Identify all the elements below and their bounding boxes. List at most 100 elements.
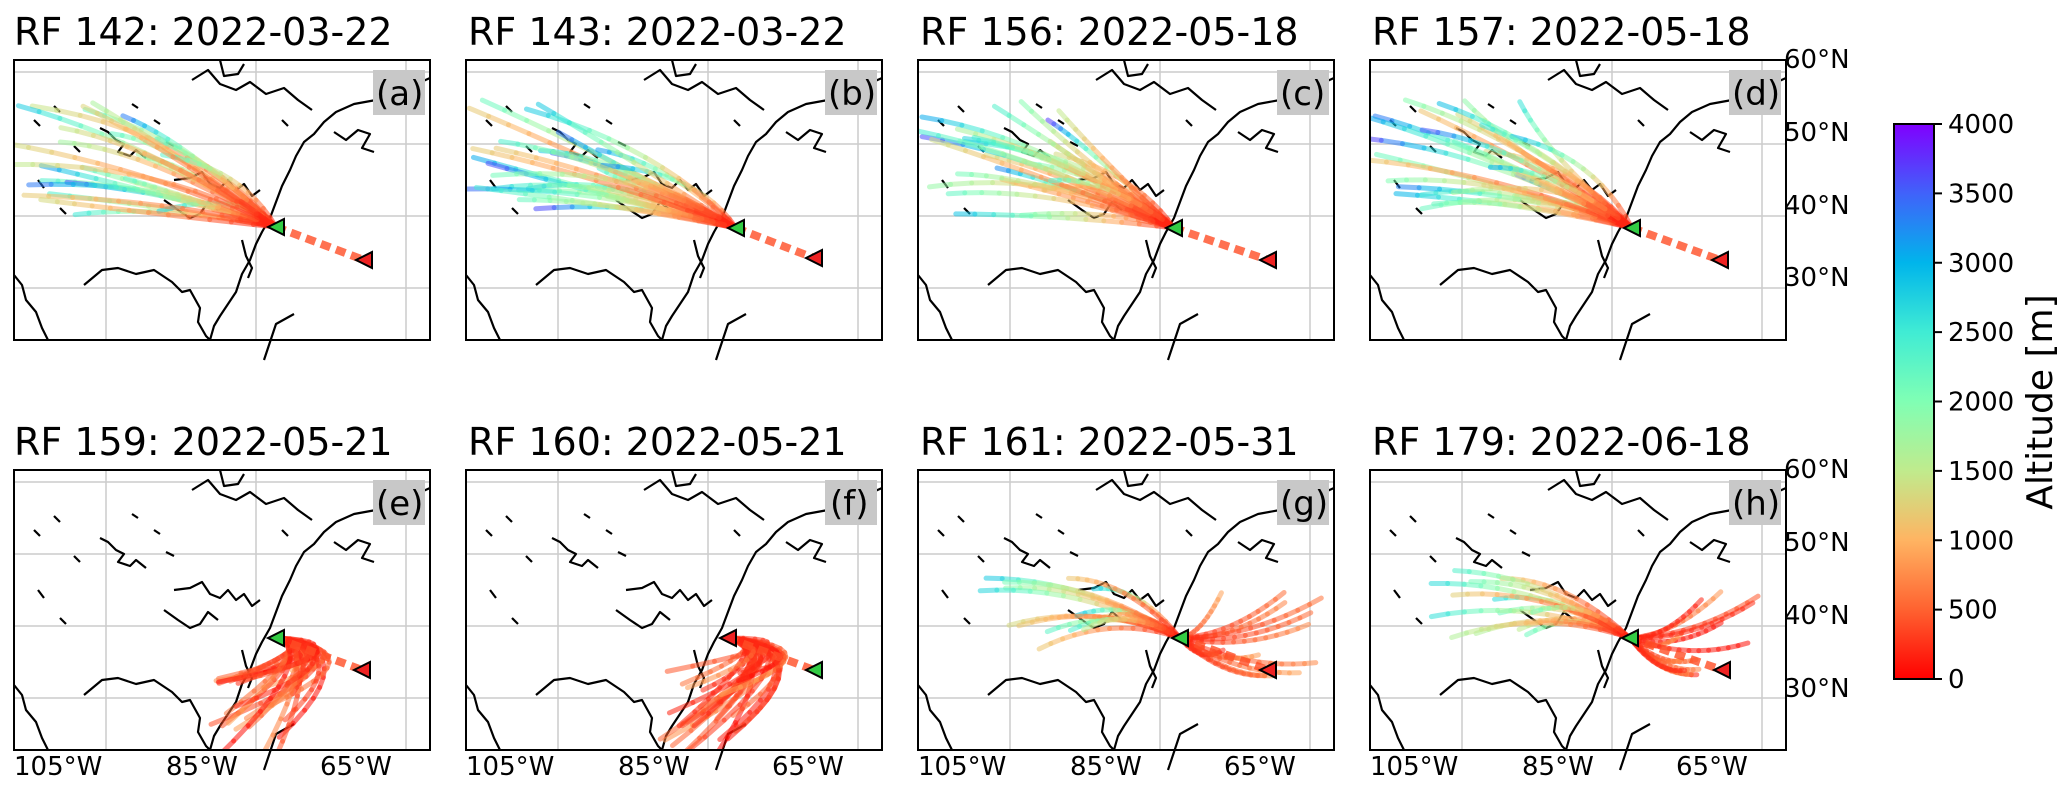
coastline <box>218 469 245 488</box>
coastline <box>1596 649 1610 689</box>
trajectory-segment <box>1422 177 1447 184</box>
trajectory-segment <box>479 97 508 113</box>
trajectory-segment <box>245 708 263 729</box>
trajectory-segment <box>1493 621 1514 629</box>
trajectory-segment <box>489 150 515 160</box>
trajectory-segment <box>177 144 196 159</box>
trajectory-group <box>918 99 1270 264</box>
trajectory-segment <box>54 199 77 207</box>
trajectory-segment <box>216 204 241 216</box>
trajectory-segment <box>1015 178 1038 187</box>
trajectory-segment <box>1402 97 1427 109</box>
trajectory-segment <box>171 182 198 194</box>
map-panel-f <box>465 469 883 771</box>
trajectory-segment <box>1080 190 1108 204</box>
trajectory-segment <box>566 183 592 190</box>
panel-letter-g-box: (g) <box>1277 480 1329 525</box>
trajectory-segment <box>1462 98 1477 113</box>
trajectory-segment <box>1574 209 1598 220</box>
trajectory-segment <box>1418 190 1439 198</box>
trajectory-segment <box>1395 184 1422 191</box>
trajectory-segment <box>551 204 575 211</box>
panel-letter-h-box: (h) <box>1729 480 1781 525</box>
coastline <box>1144 649 1158 689</box>
trajectory-segment <box>1458 118 1483 133</box>
lon-label-85-b: 85°W <box>618 752 690 782</box>
coastline <box>1122 59 1149 78</box>
coastline <box>785 128 827 154</box>
coastline <box>1035 513 1193 557</box>
coastline <box>1122 469 1149 488</box>
trajectory-segment <box>691 710 712 729</box>
trajectory-segment <box>171 171 196 185</box>
trajectory-segment <box>1516 196 1542 206</box>
panel-letter-d: (d) <box>1732 74 1780 114</box>
trajectory-segment <box>1067 623 1083 633</box>
coastline <box>1112 486 1335 751</box>
panel-letter-f-box: (f) <box>825 480 877 525</box>
trajectory-segment <box>1597 627 1618 636</box>
trajectory-segment <box>1018 99 1035 114</box>
trajectory-segment <box>1538 599 1559 609</box>
trajectory-segment <box>676 175 697 193</box>
trajectory-segment <box>1495 607 1517 614</box>
lat-label-50-bottom: 50°N <box>1784 528 1850 558</box>
trajectory-segment <box>999 576 1021 583</box>
trajectory-segment <box>192 188 219 202</box>
coastline <box>1564 486 1787 751</box>
coastline <box>1596 239 1610 279</box>
flight-track <box>1628 634 1724 674</box>
trajectory-segment <box>38 197 60 205</box>
trajectory-segment <box>939 118 965 128</box>
trajectory-segment <box>1467 138 1490 149</box>
map-background <box>466 470 882 750</box>
trajectory-segment <box>664 180 687 197</box>
trajectory-segment <box>1027 588 1050 596</box>
trajectory-segment <box>1536 166 1560 182</box>
coastline <box>1003 537 1051 569</box>
coastline <box>1439 266 1567 341</box>
trajectory-segment <box>532 145 556 155</box>
trajectory-segment <box>994 165 1011 174</box>
panel-letter-f: (f) <box>830 484 869 524</box>
coastline <box>1095 68 1217 111</box>
coastline <box>785 538 827 564</box>
trajectory-segment <box>948 180 975 187</box>
trajectory-segment <box>207 196 235 211</box>
trajectory-segment <box>977 587 1000 594</box>
trajectory-segment <box>1401 126 1429 139</box>
trajectory-segment <box>659 165 682 181</box>
trajectory-segment <box>103 167 132 177</box>
trajectory-segment <box>954 126 979 137</box>
coastline <box>1369 684 1405 751</box>
trajectory-segment <box>606 187 632 197</box>
panel-title-h: RF 179: 2022-06-18 <box>1372 420 1751 464</box>
trajectory-segment <box>72 155 101 166</box>
map-panel-d <box>1369 59 1787 361</box>
trajectory-segment <box>1441 178 1467 185</box>
trajectory-segment <box>1036 641 1054 652</box>
trajectory-segment <box>207 217 234 225</box>
trajectory-segment <box>1307 595 1324 607</box>
lon-label-65-b: 65°W <box>772 752 844 782</box>
coastline <box>1547 68 1669 111</box>
trajectory-segment <box>180 206 206 215</box>
trajectory-segment <box>219 212 244 222</box>
coastline <box>163 609 219 630</box>
trajectory-segment <box>1089 592 1110 603</box>
end-marker-icon <box>353 250 373 270</box>
end-marker-icon <box>1257 660 1277 680</box>
trajectory-segment <box>1445 137 1471 151</box>
trajectory-segment <box>200 209 225 218</box>
trajectory-segment <box>1032 165 1053 176</box>
trajectory-segment <box>1744 593 1761 606</box>
trajectory-segment <box>607 167 633 181</box>
trajectory-segment <box>1399 141 1427 151</box>
trajectory-segment <box>1536 207 1561 216</box>
panel-title-b: RF 143: 2022-03-22 <box>468 10 847 54</box>
trajectory-segment <box>1129 212 1156 224</box>
trajectory-segment <box>225 707 245 726</box>
panel-title-f: RF 160: 2022-05-21 <box>468 420 847 464</box>
trajectory-segment <box>103 108 123 123</box>
trajectory-segment <box>71 201 95 209</box>
